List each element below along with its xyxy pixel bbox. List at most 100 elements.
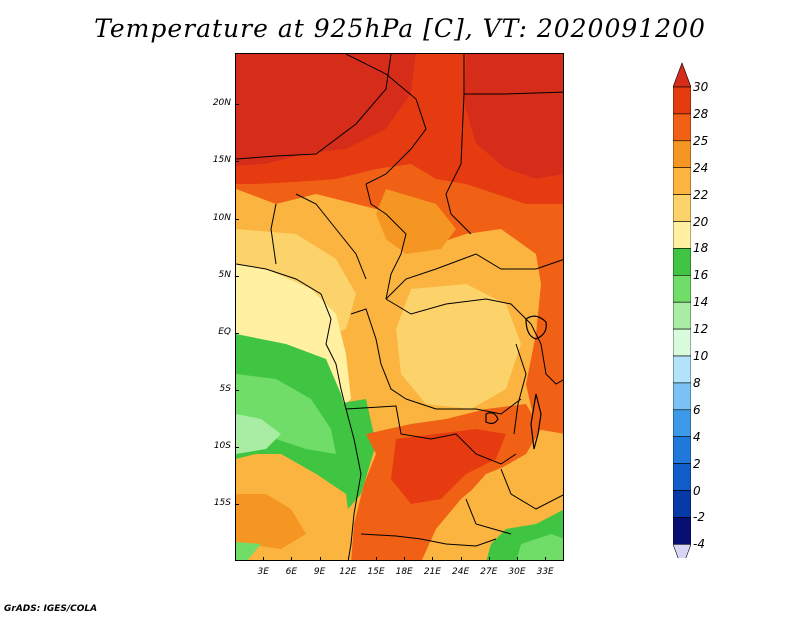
lat-tick-label: 15S (213, 497, 231, 508)
lon-tick-label: 6E (285, 567, 298, 577)
lon-tick-label: 24E (452, 567, 470, 577)
lon-tick (376, 557, 377, 561)
colorbar-box-20_22 (673, 194, 691, 222)
lon-tick-label: 15E (367, 567, 385, 577)
colorbar-box-18_20 (673, 221, 691, 249)
border-tanzania (530, 323, 563, 385)
colorbar-box-4_6 (673, 409, 691, 437)
field-28-30-south (391, 429, 506, 504)
colorbar-label: -2 (693, 510, 705, 525)
colorbar-label: 8 (693, 375, 701, 390)
colorbar-box-24_25 (673, 140, 691, 169)
lon-tick-label: 3E (257, 567, 269, 577)
lon-tick (347, 557, 349, 561)
border-chad-sudan (445, 93, 472, 235)
lat-tick (235, 389, 239, 391)
colorbar-cap-below-minus-4 (673, 543, 691, 558)
border-zambia-south (465, 498, 512, 535)
lon-tick (263, 557, 265, 561)
colorbar-label: 30 (693, 80, 709, 94)
temperature-field (236, 54, 563, 560)
lon-tick-label: 33E (536, 567, 554, 577)
lon-tick (517, 557, 518, 561)
colorbar-label: 14 (693, 295, 709, 310)
border-namibia (360, 533, 497, 547)
field-28-30 (236, 54, 563, 204)
colorbar-box-12_14 (673, 301, 691, 330)
lat-tick (235, 446, 239, 448)
lat-tick-label: 5S (219, 383, 231, 394)
colorbar-label: 22 (693, 187, 709, 202)
country-borders (236, 54, 563, 560)
lake-mweru (485, 412, 499, 425)
colorbar-box-14_16 (673, 275, 691, 303)
border-libya-sudan (463, 54, 563, 95)
colorbar-label: 20 (693, 214, 709, 229)
colorbar-label: 10 (693, 349, 709, 363)
lon-tick (404, 557, 406, 561)
border-angola (345, 405, 517, 465)
border-north-west (236, 54, 392, 160)
colorbar-label: 25 (693, 133, 709, 148)
colorbar-box-2_4 (673, 436, 691, 464)
lake-malawi-area (530, 393, 542, 450)
lat-tick (235, 218, 239, 220)
colorbar-box-8_10 (673, 355, 691, 384)
border-zambia (500, 468, 563, 510)
coastline (236, 263, 362, 560)
lon-tick (545, 557, 547, 561)
lon-tick (291, 557, 293, 561)
lon-tick-label: 27E (480, 567, 498, 577)
colorbar-cap-above-30 (673, 62, 691, 88)
field-above-30-northeast (464, 54, 563, 179)
border-niger-chad (345, 54, 427, 185)
chart-title: Temperature at 925hPa [C], VT: 202009120… (94, 14, 706, 43)
lat-tick (235, 332, 239, 334)
field-22-24-southeast (461, 454, 563, 529)
lon-tick-label: 18E (395, 567, 413, 577)
lat-tick (235, 104, 239, 106)
field-24-25-southwest (236, 494, 306, 549)
colorbar-label: 0 (693, 483, 701, 498)
colorbar (673, 62, 691, 558)
colorbar-label: 24 (693, 160, 709, 175)
border-cameroon-chad (365, 183, 407, 300)
colorbar-label: 12 (693, 322, 709, 337)
colorbar-box--4_-2 (673, 517, 691, 545)
colorbar-box-6_8 (673, 382, 691, 411)
colorbar-label: 6 (693, 402, 701, 417)
colorbar-box-0_2 (673, 463, 691, 491)
colorbar-label: 28 (693, 106, 709, 121)
colorbar-box-10_12 (673, 328, 691, 357)
lat-tick-label: 20N (212, 98, 231, 109)
lon-tick-label: 21E (423, 567, 441, 577)
colorbar-box--2_0 (673, 490, 691, 518)
border-congo-gabon (350, 308, 407, 400)
lat-tick-label: 15N (212, 155, 231, 166)
colorbar-box-22_24 (673, 167, 691, 195)
field-above-30-northwest (236, 54, 416, 166)
lat-tick-label: EQ (218, 326, 231, 337)
lakes (485, 315, 547, 450)
field-16-18-coastal-strip (336, 399, 376, 509)
lon-tick-label: 12E (339, 567, 357, 577)
border-car-north (385, 253, 563, 300)
lat-tick-label: 10S (213, 440, 231, 451)
lat-tick (235, 161, 239, 163)
field-12-14-ocean (236, 414, 281, 454)
lat-tick-label: 10N (212, 212, 231, 223)
lon-tick-label: 30E (508, 567, 526, 577)
border-benin (270, 203, 277, 265)
lat-tick (235, 503, 239, 505)
border-nigeria-cameroon (295, 193, 367, 280)
field-24-25-central (376, 189, 456, 254)
field-14-16-southeast (516, 534, 563, 560)
colorbar-box-25_28 (673, 113, 691, 142)
lon-tick (319, 557, 321, 561)
lon-tick (460, 557, 462, 561)
colorbar-label: -4 (693, 537, 705, 552)
lon-tick-label: 9E (313, 567, 326, 577)
colorbar-label: 18 (693, 241, 709, 256)
colorbar-label: 2 (693, 456, 701, 471)
colorbar-label: 4 (693, 429, 701, 444)
